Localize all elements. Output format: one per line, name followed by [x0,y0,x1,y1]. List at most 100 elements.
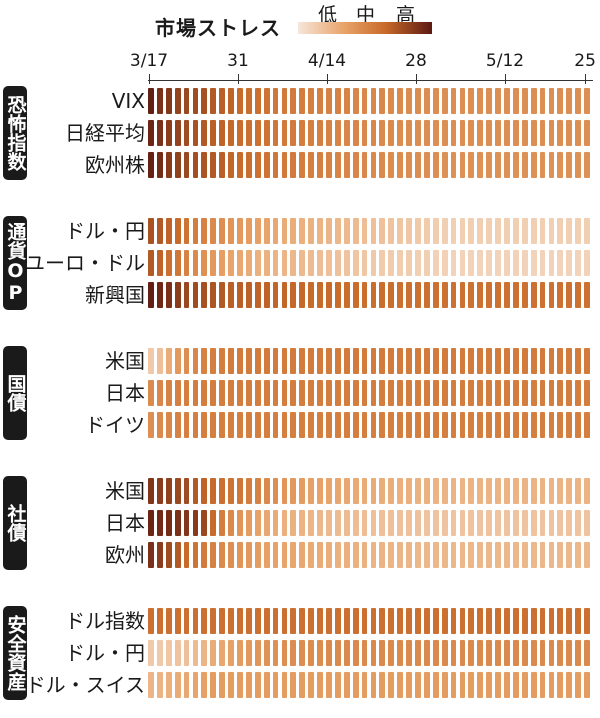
heatmap-cell [415,640,421,666]
heatmap-cell [548,510,555,536]
heatmap-cell [379,282,386,308]
heatmap-cell [539,608,546,634]
heatmap-cell [432,282,439,308]
heatmap-cell [272,120,279,146]
heatmap-cell [361,152,368,178]
heatmap-cell [228,510,234,536]
heatmap-cell [326,88,332,114]
heatmap-cell [352,608,359,634]
heatmap-cell [290,218,297,244]
heatmap-cell [334,152,341,178]
heatmap-cell [228,152,234,178]
heatmap-cell [263,250,270,276]
heatmap-cell [379,640,386,666]
x-axis-line [148,80,593,81]
heatmap-cell [361,348,368,374]
heatmap-cell [584,542,590,568]
heatmap-cell [299,510,306,536]
heatmap-cell [174,282,181,308]
heatmap-cell [228,542,234,568]
heatmap-cell [317,250,323,276]
heatmap-cell [450,412,457,438]
heatmap-cell [459,120,466,146]
heatmap-cell [539,640,546,666]
heatmap-cell [415,542,421,568]
heatmap-cell [272,88,279,114]
heatmap-cell [530,640,537,666]
heatmap-cell [557,640,564,666]
heatmap-cell [174,412,181,438]
heatmap-cell [468,478,475,504]
heatmap-cell [557,120,564,146]
heatmap-cell [548,282,555,308]
heatmap-cell [584,282,590,308]
heatmap-cell [334,88,341,114]
heatmap-cell [183,542,190,568]
heatmap-cell [486,348,493,374]
heatmap-cell [183,380,190,406]
heatmap-cell [486,608,493,634]
x-tick-mark [149,74,150,84]
heatmap-cell [397,380,404,406]
heatmap-cell [521,640,528,666]
heatmap-cell [299,282,306,308]
heatmap-cell [317,380,323,406]
heatmap-cell [512,348,519,374]
heatmap-cell [441,120,448,146]
heatmap-cell [521,218,528,244]
heatmap-cell [450,380,457,406]
heatmap-cell [584,412,590,438]
heatmap-cell [361,478,368,504]
heatmap-cell [361,542,368,568]
heatmap-cell [245,218,252,244]
heatmap-cell [326,120,332,146]
heatmap-cell [575,672,582,698]
heatmap-cell [334,640,341,666]
legend-low-label: 低 [318,4,338,26]
heatmap-cell [566,282,573,308]
heatmap-cell [406,348,412,374]
row-label: 日本 [105,381,145,405]
heatmap-cell [290,348,297,374]
heatmap-cell [245,152,252,178]
heatmap-cell [521,412,528,438]
heatmap-cell [326,380,332,406]
heatmap-cell [530,250,537,276]
heatmap-cell [459,478,466,504]
heatmap-cell [397,88,404,114]
heatmap-cell [308,282,315,308]
heatmap-cell [263,608,270,634]
heatmap-cell [183,510,190,536]
heatmap-cell [539,380,546,406]
heatmap-cell [441,478,448,504]
heatmap-cell [201,152,208,178]
heatmap-cell [388,88,395,114]
heatmap-cell [477,608,484,634]
row-label: 日経平均 [65,121,145,145]
heatmap-cell [495,672,501,698]
heatmap-cell [512,380,519,406]
heatmap-cell [183,250,190,276]
heatmap-cell [352,348,359,374]
heatmap-cell [530,152,537,178]
heatmap-cell [441,282,448,308]
heatmap-cell [468,640,475,666]
heatmap-cell [299,380,306,406]
heatmap-cell [148,608,154,634]
heatmap-cell [165,478,172,504]
heatmap-cell [245,250,252,276]
heatmap-cell [521,608,528,634]
heatmap-cell [495,250,501,276]
heatmap-cell [148,120,154,146]
heatmap-cell [504,120,510,146]
heatmap-cell [326,348,332,374]
heatmap-cell [334,478,341,504]
heatmap-cell [468,88,475,114]
heatmap-cell [370,152,377,178]
heatmap-cell [174,478,181,504]
heatmap-cell [468,120,475,146]
heatmap-cell [450,478,457,504]
heatmap-cell [361,88,368,114]
heatmap-cell [459,282,466,308]
heatmap-cell [379,152,386,178]
